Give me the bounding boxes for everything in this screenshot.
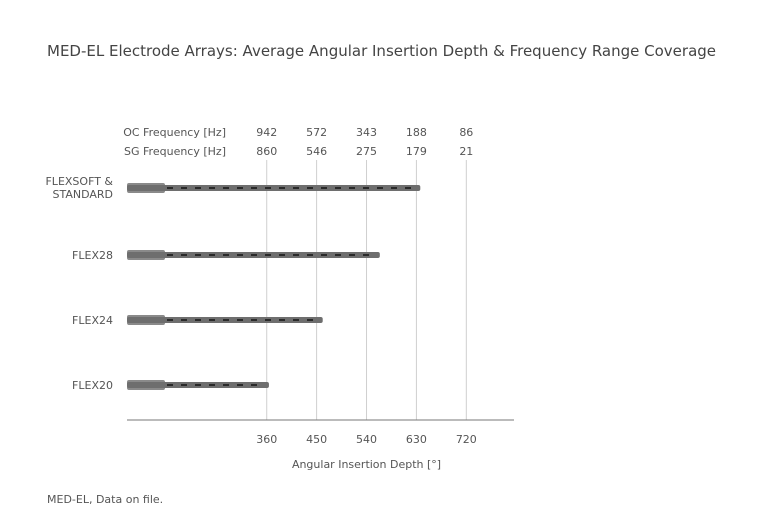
y-tick-label: FLEXSOFT & STANDARD	[45, 175, 113, 201]
frequency-value: 86	[459, 126, 473, 139]
x-tick-label: 540	[356, 433, 377, 446]
frequency-value: 942	[256, 126, 277, 139]
x-axis-label: Angular Insertion Depth [°]	[292, 458, 441, 471]
frequency-value: 860	[256, 145, 277, 158]
frequency-value: 21	[459, 145, 473, 158]
frequency-row-label: OC Frequency [Hz]	[123, 126, 226, 139]
x-tick-label: 360	[256, 433, 277, 446]
frequency-value: 343	[356, 126, 377, 139]
frequency-value: 546	[306, 145, 327, 158]
y-tick-label: FLEX28	[72, 248, 113, 262]
y-tick-label: FLEX20	[72, 378, 113, 392]
y-tick-label: FLEX24	[72, 313, 113, 327]
x-tick-label: 630	[406, 433, 427, 446]
frequency-value: 572	[306, 126, 327, 139]
frequency-row-label: SG Frequency [Hz]	[124, 145, 226, 158]
frequency-value: 179	[406, 145, 427, 158]
bar	[127, 185, 421, 191]
frequency-value: 275	[356, 145, 377, 158]
chart-title: MED-EL Electrode Arrays: Average Angular…	[47, 42, 717, 60]
x-tick-label: 450	[306, 433, 327, 446]
footnote: MED-EL, Data on file.	[47, 493, 164, 506]
x-tick-label: 720	[456, 433, 477, 446]
frequency-value: 188	[406, 126, 427, 139]
